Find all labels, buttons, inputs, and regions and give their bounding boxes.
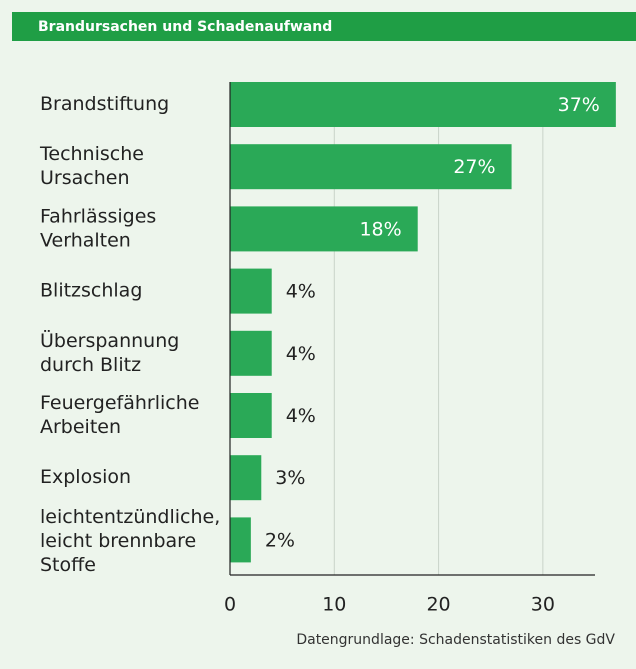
value-label: 3%	[275, 467, 305, 489]
value-label: 18%	[359, 218, 401, 240]
category-label: Technische	[39, 143, 144, 165]
category-label: Verhalten	[40, 229, 131, 251]
x-tick-label: 10	[322, 594, 346, 616]
category-label: leicht brennbare	[40, 530, 196, 552]
header-bar	[12, 12, 636, 41]
category-label: Stoffe	[40, 554, 96, 576]
category-label: Überspannung	[40, 329, 179, 352]
bar	[230, 455, 262, 501]
x-tick-label: 30	[531, 594, 555, 616]
value-label: 4%	[286, 281, 316, 303]
bar	[230, 206, 418, 252]
category-label: leichtentzündliche,	[40, 506, 220, 528]
value-label: 2%	[265, 529, 295, 551]
value-label: 27%	[453, 156, 495, 178]
category-label: durch Blitz	[40, 354, 141, 376]
value-label: 4%	[286, 343, 316, 365]
value-label: 4%	[286, 405, 316, 427]
category-label: Fahrlässiges	[40, 205, 156, 227]
category-label: Explosion	[40, 466, 131, 488]
bar	[230, 268, 272, 314]
category-label: Blitzschlag	[40, 280, 142, 302]
bar	[230, 517, 251, 563]
x-tick-label: 0	[224, 594, 236, 616]
bar	[230, 330, 272, 376]
source-note: Datengrundlage: Schadenstatistiken des G…	[296, 632, 615, 648]
category-label: Arbeiten	[40, 416, 121, 438]
bar	[230, 144, 512, 190]
category-label: Ursachen	[40, 167, 129, 189]
category-label: Brandstiftung	[40, 93, 169, 115]
category-label: Feuergefährliche	[40, 392, 199, 414]
chart-title: Brandursachen und Schadenaufwand	[38, 19, 332, 35]
bar	[230, 393, 272, 438]
value-label: 37%	[558, 94, 600, 116]
bar	[230, 82, 616, 127]
x-tick-label: 20	[426, 594, 450, 616]
